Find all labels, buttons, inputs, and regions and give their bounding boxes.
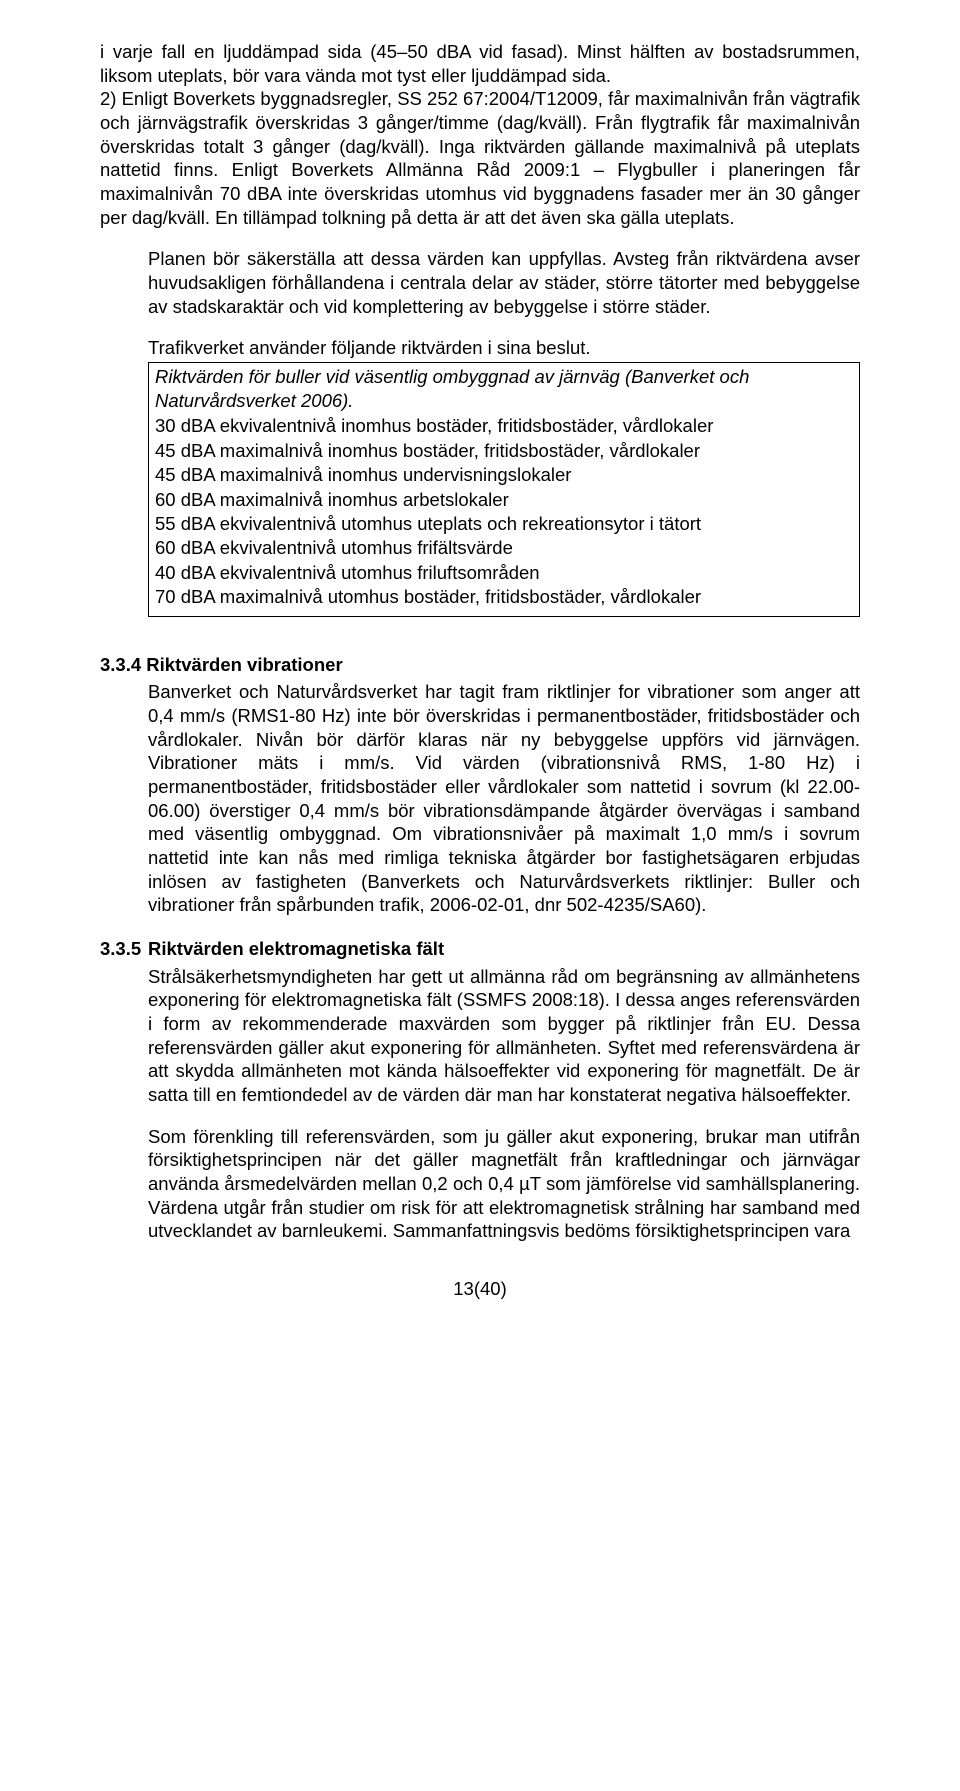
paragraph-planen: Planen bör säkerställa att dessa värden …	[148, 247, 860, 318]
box-row: 40 dBA ekvivalentnivå utomhus friluftsom…	[155, 561, 853, 585]
indented-section: Planen bör säkerställa att dessa värden …	[148, 247, 860, 616]
box-row: 60 dBA maximalnivå inomhus arbetslokaler	[155, 488, 853, 512]
box-row: 60 dBA ekvivalentnivå utomhus frifältsvä…	[155, 536, 853, 560]
box-row: 45 dBA maximalnivå inomhus undervisnings…	[155, 463, 853, 487]
box-row: 30 dBA ekvivalentnivå inomhus bostäder, …	[155, 414, 853, 438]
page-number: 13(40)	[100, 1277, 860, 1301]
section-334-body: Banverket och Naturvårdsverket har tagit…	[148, 680, 860, 917]
box-title: Riktvärden för buller vid väsentlig omby…	[155, 365, 853, 412]
riktvarden-box: Riktvärden för buller vid väsentlig omby…	[148, 362, 860, 617]
paragraph-335-1: Strålsäkerhetsmyndigheten har gett ut al…	[148, 965, 860, 1107]
trafikverket-lead: Trafikverket använder följande riktvärde…	[148, 336, 860, 360]
box-row: 70 dBA maximalnivå utomhus bostäder, fri…	[155, 585, 853, 609]
section-335-body: Strålsäkerhetsmyndigheten har gett ut al…	[148, 965, 860, 1243]
paragraph-335-2: Som förenkling till referensvärden, som …	[148, 1125, 860, 1243]
heading-334: 3.3.4 Riktvärden vibrationer	[100, 653, 860, 677]
paragraph-intro: i varje fall en ljuddämpad sida (45–50 d…	[100, 40, 860, 229]
box-row: 55 dBA ekvivalentnivå utomhus uteplats o…	[155, 512, 853, 536]
box-row: 45 dBA maximalnivå inomhus bostäder, fri…	[155, 439, 853, 463]
heading-335-number: 3.3.5	[100, 937, 148, 961]
paragraph-334: Banverket och Naturvårdsverket har tagit…	[148, 680, 860, 917]
heading-335-title: Riktvärden elektromagnetiska fält	[148, 937, 444, 961]
